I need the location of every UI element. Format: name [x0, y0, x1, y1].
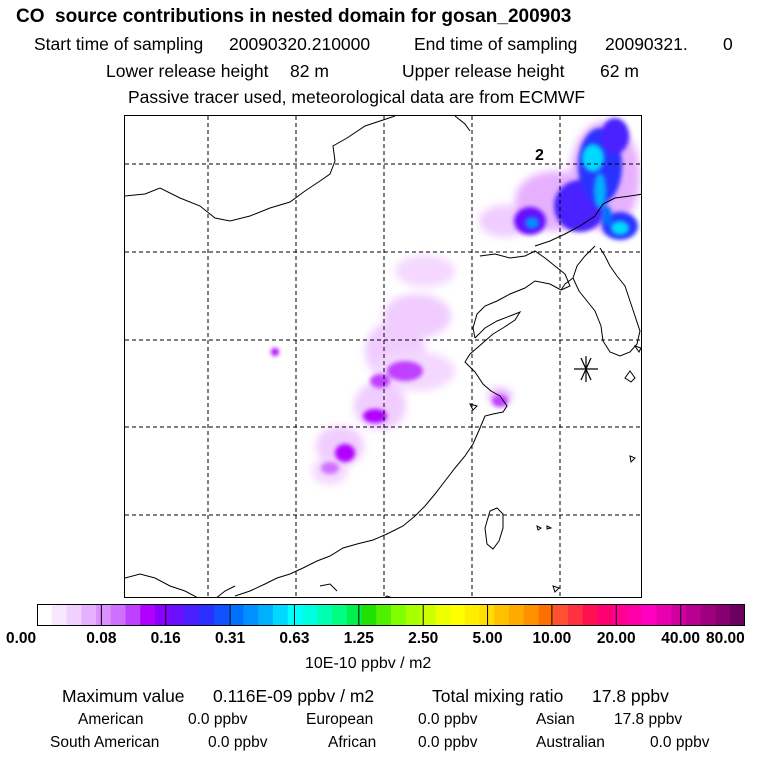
- colorbar-border: [37, 604, 745, 626]
- colorbar-swatch: [96, 604, 112, 626]
- plot-title: CO source contributions in nested domain…: [16, 6, 572, 27]
- colorbar-swatch: [140, 604, 156, 626]
- colorbar-tick-label: 10.00: [532, 630, 572, 647]
- region-name: European: [306, 711, 374, 728]
- colorbar-swatch: [700, 604, 716, 626]
- colorbar-swatch: [214, 604, 230, 626]
- colorbar-tick-label: 80.00: [706, 630, 745, 647]
- end-time-label: End time of sampling: [414, 34, 578, 54]
- total-mixing-value: 17.8 ppbv: [592, 686, 669, 706]
- region-value: 0.0 ppbv: [208, 734, 268, 751]
- region-value: 0.0 ppbv: [650, 734, 710, 751]
- coastlines: [125, 116, 641, 597]
- lat-lon-grid: [125, 116, 641, 597]
- max-value: 0.116E-09 ppbv / m2: [213, 686, 375, 706]
- colorbar-swatch: [37, 604, 53, 626]
- colorbar-tick-label: 0.08: [86, 630, 117, 647]
- colorbar-tick-label: 2.50: [408, 630, 439, 647]
- colorbar-swatch: [523, 604, 539, 626]
- upper-release-label: Upper release height: [402, 61, 565, 81]
- region-name: African: [328, 734, 377, 751]
- colorbar-swatch: [332, 604, 348, 626]
- plume-high: [525, 144, 629, 235]
- colorbar-tick-label: 0.63: [279, 630, 310, 647]
- colorbar: [37, 604, 745, 626]
- colorbar-swatch: [494, 604, 510, 626]
- colorbar-tick-label: 0.00: [6, 630, 37, 647]
- colorbar-tick-label: 1.25: [343, 630, 374, 647]
- colorbar-swatch: [553, 604, 569, 626]
- colorbar-swatch: [184, 604, 200, 626]
- contour-label: 2: [535, 147, 544, 164]
- total-mixing-label: Total mixing ratio: [432, 686, 564, 706]
- colorbar-swatch: [317, 604, 333, 626]
- colorbar-swatch: [258, 604, 274, 626]
- region-value: 0.0 ppbv: [418, 734, 478, 751]
- start-time-value: 20090320.210000: [229, 34, 371, 54]
- tracer-note: Passive tracer used, meteorological data…: [128, 87, 586, 107]
- colorbar-swatch: [597, 604, 613, 626]
- colorbar-swatch: [51, 604, 67, 626]
- colorbar-swatch: [66, 604, 82, 626]
- colorbar-swatch: [361, 604, 377, 626]
- colorbar-swatch: [287, 604, 303, 626]
- colorbar-swatch: [568, 604, 584, 626]
- region-value: 17.8 ppbv: [614, 711, 683, 728]
- region-name: American: [78, 711, 144, 728]
- colorbar-swatch: [686, 604, 702, 626]
- colorbar-tick-label: 0.16: [150, 630, 181, 647]
- colorbar-swatch: [671, 604, 687, 626]
- map-panel: 2: [124, 115, 642, 598]
- colorbar-tick-label: 20.00: [596, 630, 636, 647]
- colorbar-swatch: [110, 604, 126, 626]
- region-value: 0.0 ppbv: [418, 711, 478, 728]
- colorbar-swatch: [730, 604, 745, 626]
- upper-release-value: 62 m: [600, 61, 639, 81]
- colorbar-swatch: [346, 604, 362, 626]
- colorbar-swatch: [656, 604, 672, 626]
- colorbar-swatch: [538, 604, 554, 626]
- colorbar-swatch: [405, 604, 421, 626]
- colorbar-tick-label: 5.00: [472, 630, 503, 647]
- colorbar-swatch: [715, 604, 731, 626]
- colorbar-swatch: [612, 604, 628, 626]
- colorbar-swatch: [376, 604, 392, 626]
- colorbar-swatch: [81, 604, 97, 626]
- colorbar-tick-label: 40.00: [661, 630, 701, 647]
- colorbar-swatch: [302, 604, 318, 626]
- colorbar-swatch: [199, 604, 215, 626]
- colorbar-swatch: [450, 604, 466, 626]
- colorbar-tick-label: 0.31: [214, 630, 246, 647]
- colorbar-swatch: [169, 604, 185, 626]
- colorbar-swatch: [420, 604, 436, 626]
- region-name: Australian: [536, 734, 605, 751]
- colorbar-swatch: [273, 604, 289, 626]
- colorbar-swatch: [464, 604, 480, 626]
- colorbar-svg: [37, 604, 745, 626]
- colorbar-swatch: [243, 604, 259, 626]
- region-name: Asian: [536, 711, 575, 728]
- colorbar-swatch: [228, 604, 244, 626]
- colorbar-swatch: [582, 604, 598, 626]
- start-time-label: Start time of sampling: [34, 34, 204, 54]
- map-svg: 2: [125, 116, 641, 597]
- receptor-asterisk-icon: [574, 356, 598, 382]
- max-value-label: Maximum value: [62, 686, 185, 706]
- end-time-suffix: 0: [723, 34, 733, 54]
- region-value: 0.0 ppbv: [188, 711, 248, 728]
- colorbar-swatch: [125, 604, 141, 626]
- colorbar-units: 10E-10 ppbv / m2: [305, 655, 432, 672]
- lower-release-value: 82 m: [290, 61, 329, 81]
- colorbar-swatch: [391, 604, 407, 626]
- colorbar-swatch: [509, 604, 525, 626]
- colorbar-swatch: [641, 604, 657, 626]
- colorbar-swatch: [155, 604, 171, 626]
- end-time-value: 20090321.: [605, 34, 688, 54]
- colorbar-swatch: [627, 604, 643, 626]
- colorbar-swatch: [435, 604, 451, 626]
- region-name: South American: [50, 734, 160, 751]
- lower-release-label: Lower release height: [106, 61, 269, 81]
